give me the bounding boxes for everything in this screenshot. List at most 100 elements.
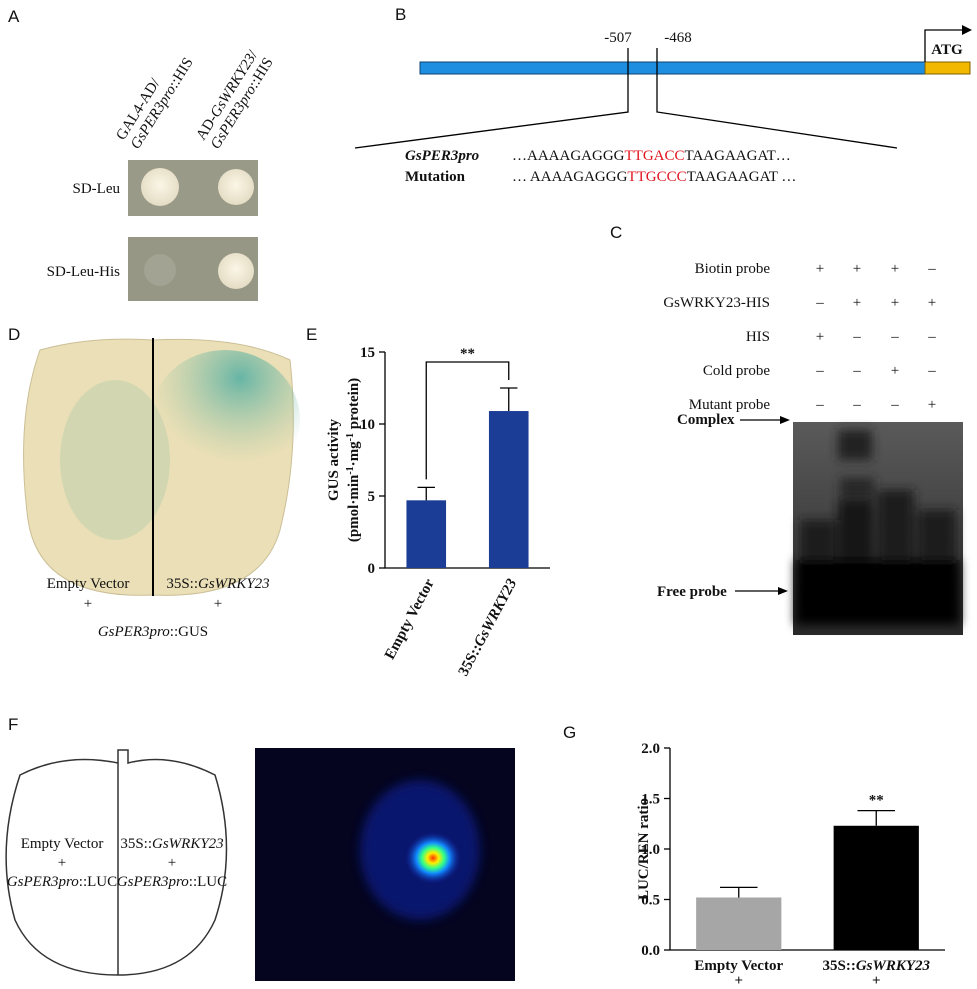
bar [406, 500, 447, 568]
sign: + [853, 295, 861, 311]
leaf-label: 35S::GsWRKY23 [166, 576, 269, 592]
significance-bracket [425, 361, 510, 480]
row-label: Biotin probe [695, 261, 771, 277]
label-part: ::HIS [166, 55, 197, 91]
y-tick-label: 0.5 [641, 893, 660, 909]
leaf-label: GsPER3pro::GUS [98, 624, 208, 640]
x-tick-label: 35S::GsWRKY23 [456, 576, 521, 679]
sequence-name: Mutation [405, 169, 466, 185]
label-part: ·mg [346, 441, 362, 466]
tss-arrow [924, 29, 965, 62]
y-axis-label: GUS activity [326, 418, 342, 501]
sign: – [852, 329, 861, 345]
label-part: GsWRKY23 [856, 958, 931, 974]
leaf-label: Empty Vector [47, 576, 130, 592]
zoom-lines [354, 48, 898, 149]
label-part: GsWRKY23 [198, 576, 270, 592]
bar [488, 411, 529, 568]
sequence-part: … AAAAGAGGG [512, 169, 628, 185]
sign: – [852, 363, 861, 379]
label-part: GsPER3pro [117, 874, 189, 890]
y-tick-label: 5 [368, 489, 376, 505]
leaf-label: 35S::GsWRKY23 [120, 836, 223, 852]
x-tick-label-group: Empty Vector [382, 576, 438, 662]
sign: + [816, 329, 824, 345]
sequence: … AAAAGAGGGTTGCCCTAAGAAGAT … [512, 169, 796, 185]
x-tick-label-group: 35S::GsWRKY23 [456, 576, 521, 679]
error-bar [719, 886, 758, 898]
label-part: protein) [346, 378, 362, 433]
sign: + [853, 261, 861, 277]
leaf-label: + [214, 596, 222, 612]
label-part: ::LUC [189, 874, 227, 890]
band-arrow-lines [735, 419, 787, 592]
sign: – [815, 397, 824, 413]
error-bar [857, 809, 896, 826]
panel-label: D [8, 325, 20, 344]
panel-label: A [8, 7, 20, 26]
promoter-bar [419, 61, 926, 75]
y-tick-label: 0 [368, 561, 376, 577]
y-tick-label: 1.0 [641, 842, 660, 858]
row-label: Mutant probe [689, 397, 771, 413]
row-label: Cold probe [703, 363, 770, 379]
sign: – [890, 397, 899, 413]
sign: – [815, 295, 824, 311]
column-header: GAL4-AD/GsPER3pro::HIS [113, 55, 197, 152]
band-arrowheads [778, 416, 790, 595]
significance: ** [869, 793, 884, 809]
cds-bar [924, 61, 971, 75]
sequence-name: GsPER3pro [405, 148, 479, 164]
sequence-part: TAAGAAGAT … [687, 169, 797, 185]
sign: + [891, 261, 899, 277]
leaf-label: + [58, 855, 66, 871]
gus-stain [150, 350, 300, 490]
y-tick-label: 1.5 [641, 792, 660, 808]
y-axis-label: (pmol·min-1·mg-1 protein) [345, 378, 363, 542]
y-tick-label: 10 [360, 417, 375, 433]
gus-stain [60, 380, 170, 540]
x-tick-label: Empty Vector [694, 958, 783, 974]
label-part: (pmol·min [346, 474, 362, 542]
label-part: 35S:: [822, 958, 855, 974]
bar [833, 825, 919, 950]
y-tick-label: 2.0 [641, 741, 660, 757]
label-part: -1 [345, 433, 356, 441]
gel-bands [795, 430, 960, 625]
sign: – [927, 261, 936, 277]
x-tick-label: 35S::GsWRKY23 [822, 958, 930, 974]
sequence-part: TAAGAAGAT… [685, 148, 791, 164]
panel-label: C [610, 223, 622, 242]
label-part: 35S:: [166, 576, 198, 592]
label-part: GsWRKY23 [152, 836, 224, 852]
row-label: SD-Leu-His [47, 264, 120, 280]
significance: ** [460, 346, 475, 362]
sign: – [890, 329, 899, 345]
sign: + [928, 397, 936, 413]
panel-label: B [395, 5, 406, 24]
label-part: 35S:: [120, 836, 152, 852]
luc-signal [405, 832, 461, 884]
leaf-outline [5, 749, 228, 976]
sequence-part: …AAAAGAGGG [512, 148, 625, 164]
binding-site: TTGACC [625, 148, 685, 164]
sign: + [816, 261, 824, 277]
label-part: GsPER3pro [7, 874, 79, 890]
leaf-label: GsPER3pro::LUC [117, 874, 227, 890]
sign: + [891, 363, 899, 379]
position-label: -507 [604, 30, 632, 46]
row-label: HIS [746, 329, 770, 345]
label-part: -1 [345, 466, 356, 474]
leaf-label: + [84, 596, 92, 612]
error-bar [417, 486, 435, 501]
x-tick-label: Empty Vector [382, 576, 438, 662]
sequence: …AAAAGAGGGTTGACCTAAGAAGAT… [512, 148, 791, 164]
binding-site: TTGCCC [627, 169, 686, 185]
band-label: Complex [677, 412, 735, 428]
error-bar [500, 387, 518, 412]
leaf-label: + [168, 855, 176, 871]
sign: – [815, 363, 824, 379]
colony [218, 169, 254, 205]
colony [218, 253, 254, 289]
